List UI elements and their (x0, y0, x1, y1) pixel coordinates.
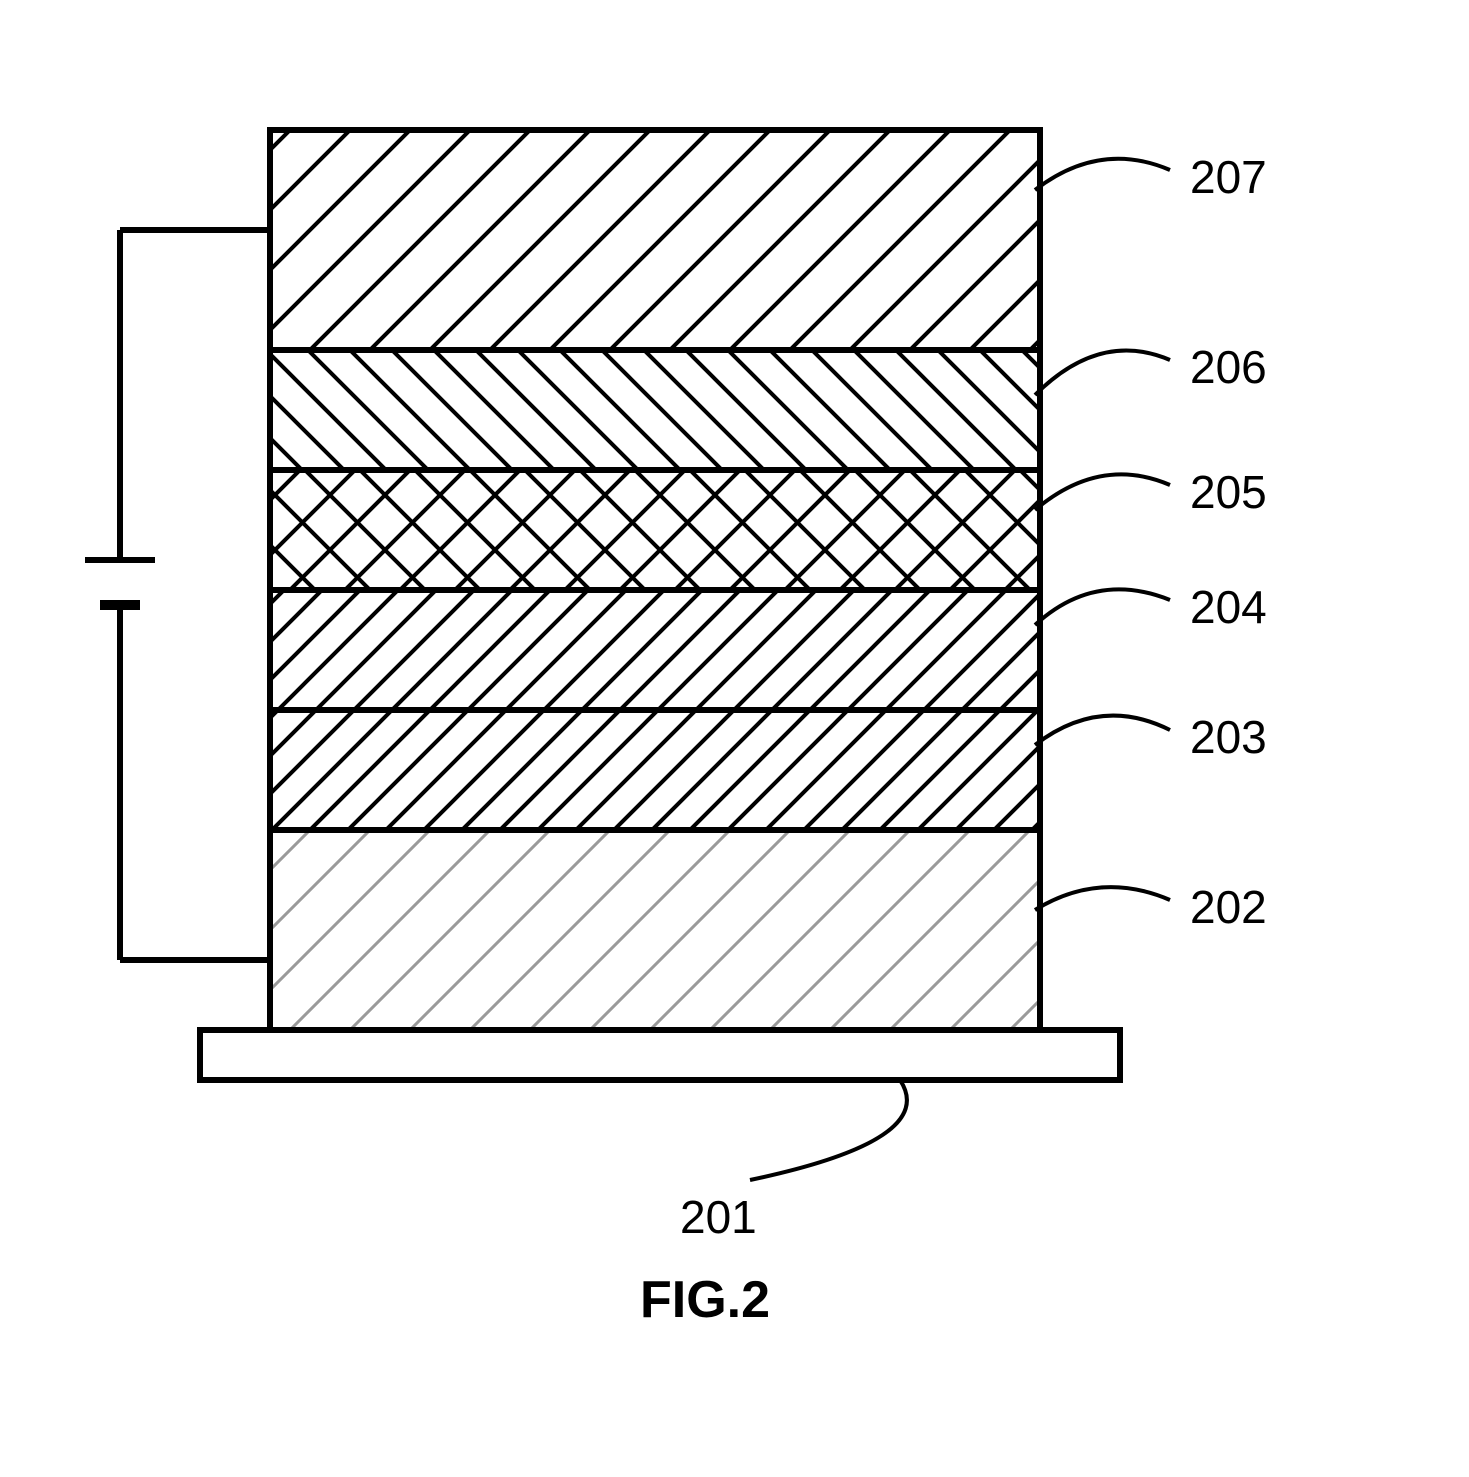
figure-caption: FIG.2 (640, 1270, 770, 1330)
label-207: 207 (1190, 150, 1267, 204)
label-206: 206 (1190, 340, 1267, 394)
label-202: 202 (1190, 880, 1267, 934)
label-203: 203 (1190, 710, 1267, 764)
label-205: 205 (1190, 465, 1267, 519)
figure-canvas: 207 206 205 204 203 202 201 FIG.2 (0, 0, 1469, 1477)
label-201: 201 (680, 1190, 757, 1244)
label-204: 204 (1190, 580, 1267, 634)
